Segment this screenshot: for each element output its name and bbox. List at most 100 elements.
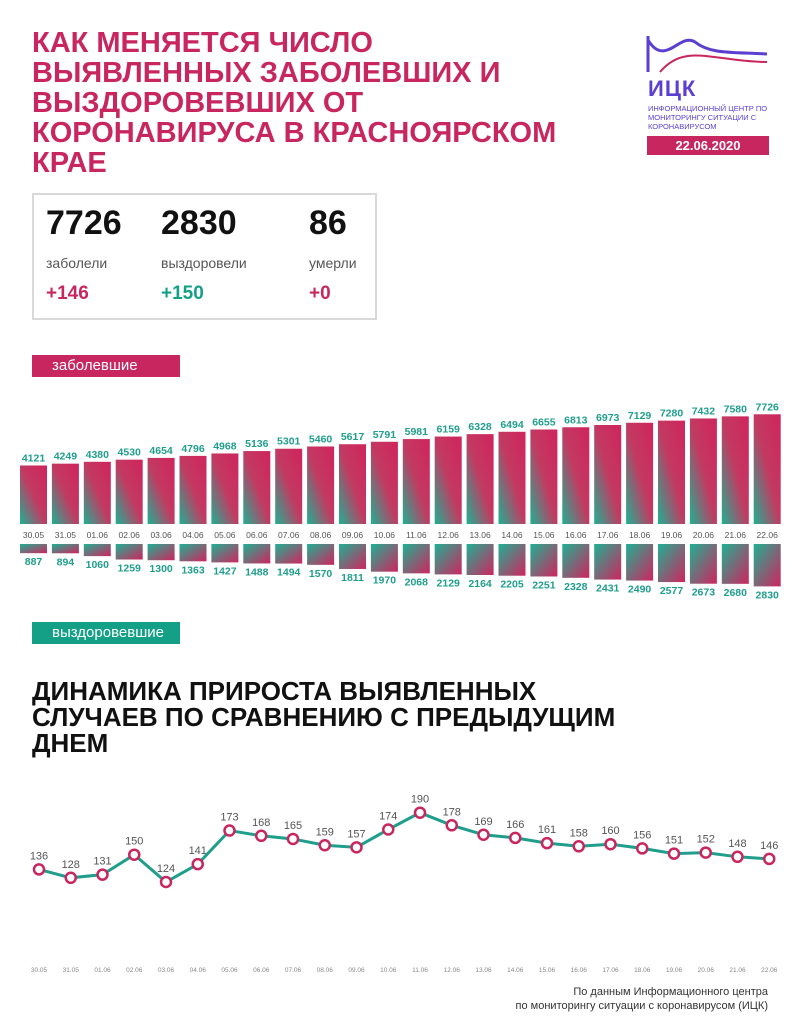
bar-sick xyxy=(211,453,239,524)
line-point-label: 173 xyxy=(220,812,238,824)
bar-sick xyxy=(658,420,685,524)
source-note-line2: по мониторингу ситуации с коронавирусом … xyxy=(515,1000,768,1012)
x-tick-label: 19.06 xyxy=(661,530,683,540)
bar-recovered-label: 2830 xyxy=(756,589,780,601)
line-point-label: 190 xyxy=(411,794,429,806)
line-x-tick-label: 07.06 xyxy=(285,967,302,974)
x-tick-label: 22.06 xyxy=(757,530,779,540)
bar-sick-label: 6655 xyxy=(532,416,556,428)
bar-recovered-label: 2205 xyxy=(500,579,524,591)
bar-sick-label: 5301 xyxy=(277,436,301,448)
bar-recovered xyxy=(115,544,143,560)
line-x-tick-label: 22.06 xyxy=(761,967,778,974)
bar-recovered xyxy=(689,544,717,584)
bar-recovered xyxy=(562,544,590,578)
logo-wave-icon xyxy=(646,36,768,73)
line-x-tick-label: 19.06 xyxy=(666,967,683,974)
x-tick-label: 02.06 xyxy=(119,530,141,540)
stat-infected-delta: +146 xyxy=(46,283,89,304)
line-point-label: 150 xyxy=(125,836,143,848)
source-note-line1: По данным Информационного центра xyxy=(573,986,768,998)
line-point xyxy=(382,823,395,836)
line-point xyxy=(604,837,617,851)
line-point-label: 128 xyxy=(62,859,80,871)
page-title: Как меняется число выявленных заболевших… xyxy=(32,27,557,179)
bar-sick-label: 6159 xyxy=(437,424,461,436)
line-x-tick-label: 06.06 xyxy=(253,967,270,974)
x-tick-label: 06.06 xyxy=(246,530,268,540)
bar-sick xyxy=(83,461,111,524)
line-x-tick-label: 01.06 xyxy=(94,967,111,974)
bar-sick xyxy=(370,441,398,524)
x-tick-label: 16.06 xyxy=(565,530,587,540)
sick-series-label: заболевшие xyxy=(32,355,180,377)
line-x-tick-label: 20.06 xyxy=(698,967,715,974)
x-tick-label: 12.06 xyxy=(438,530,460,540)
bar-sick-label: 5136 xyxy=(245,438,269,450)
x-tick-label: 14.06 xyxy=(501,530,523,540)
line-point xyxy=(445,819,458,832)
bar-sick-label: 7726 xyxy=(756,401,780,413)
bar-sick xyxy=(689,418,717,524)
bar-recovered-label: 1060 xyxy=(86,559,110,571)
stats-panel: 7726 заболели +146 2830 выздоровели +150… xyxy=(32,193,377,320)
bar-sick-label: 4796 xyxy=(181,443,205,455)
bar-sick-label: 4530 xyxy=(118,447,142,459)
bar-sick xyxy=(307,446,335,524)
bar-recovered-label: 2251 xyxy=(532,579,556,591)
bar-recovered xyxy=(498,544,526,576)
stat-infected-label: заболели xyxy=(46,255,108,271)
line-point xyxy=(96,868,109,881)
line-point-label: 131 xyxy=(93,856,111,868)
bar-sick-label: 4249 xyxy=(54,451,78,463)
cases-bar-chart: 4121 30.05 887 4249 31.05 894 4380 01.06 1060 453… xyxy=(16,401,784,601)
x-tick-label: 17.06 xyxy=(597,530,619,540)
bar-recovered xyxy=(753,544,781,587)
bar-sick xyxy=(721,416,749,524)
axis-band xyxy=(16,524,784,544)
stat-deaths-label: умерли xyxy=(309,255,357,271)
bar-sick xyxy=(402,439,430,524)
x-tick-label: 03.06 xyxy=(150,530,172,540)
bar-recovered-label: 894 xyxy=(57,556,75,568)
line-point xyxy=(286,832,300,846)
line-point xyxy=(159,875,173,889)
bar-sick xyxy=(147,457,175,524)
bar-sick xyxy=(753,414,781,524)
bar-recovered xyxy=(51,544,79,554)
logo: ИЦК Информационный центр по мониторингу … xyxy=(645,32,770,131)
line-x-tick-label: 30.05 xyxy=(31,967,48,974)
bar-recovered xyxy=(179,544,207,562)
line-point xyxy=(477,828,490,841)
line-x-tick-label: 12.06 xyxy=(444,967,461,974)
bar-sick xyxy=(20,465,47,524)
bar-sick-label: 6813 xyxy=(564,414,588,426)
x-tick-label: 31.05 xyxy=(55,530,77,540)
line-point-label: 174 xyxy=(379,811,397,823)
bar-sick-label: 5981 xyxy=(405,426,429,438)
line-point-label: 124 xyxy=(157,863,175,875)
bar-sick xyxy=(243,451,271,524)
line-x-tick-label: 03.06 xyxy=(158,967,175,974)
date-badge: 22.06.2020 xyxy=(647,136,769,155)
stat-deaths-value: 86 xyxy=(309,204,347,242)
logo-subtitle: Информационный центр по мониторингу ситу… xyxy=(648,104,768,131)
bar-recovered-label: 1259 xyxy=(118,563,142,575)
bar-recovered xyxy=(339,544,366,569)
bar-recovered xyxy=(402,544,430,574)
bar-recovered-label: 2577 xyxy=(660,585,684,597)
bar-recovered-label: 1494 xyxy=(277,567,301,579)
x-tick-label: 05.06 xyxy=(214,530,236,540)
x-tick-label: 18.06 xyxy=(629,530,651,540)
stat-deaths-delta: +0 xyxy=(309,283,331,304)
bar-recovered xyxy=(20,544,47,554)
x-tick-label: 10.06 xyxy=(374,530,396,540)
line-point-label: 161 xyxy=(538,824,556,836)
bar-sick-label: 7129 xyxy=(628,410,652,422)
bar-recovered xyxy=(466,544,494,576)
recovered-series-label: выздоровевшие xyxy=(32,622,180,644)
x-tick-label: 15.06 xyxy=(533,530,555,540)
bar-recovered xyxy=(211,544,239,563)
bar-recovered xyxy=(275,544,303,564)
bar-sick xyxy=(51,463,79,524)
